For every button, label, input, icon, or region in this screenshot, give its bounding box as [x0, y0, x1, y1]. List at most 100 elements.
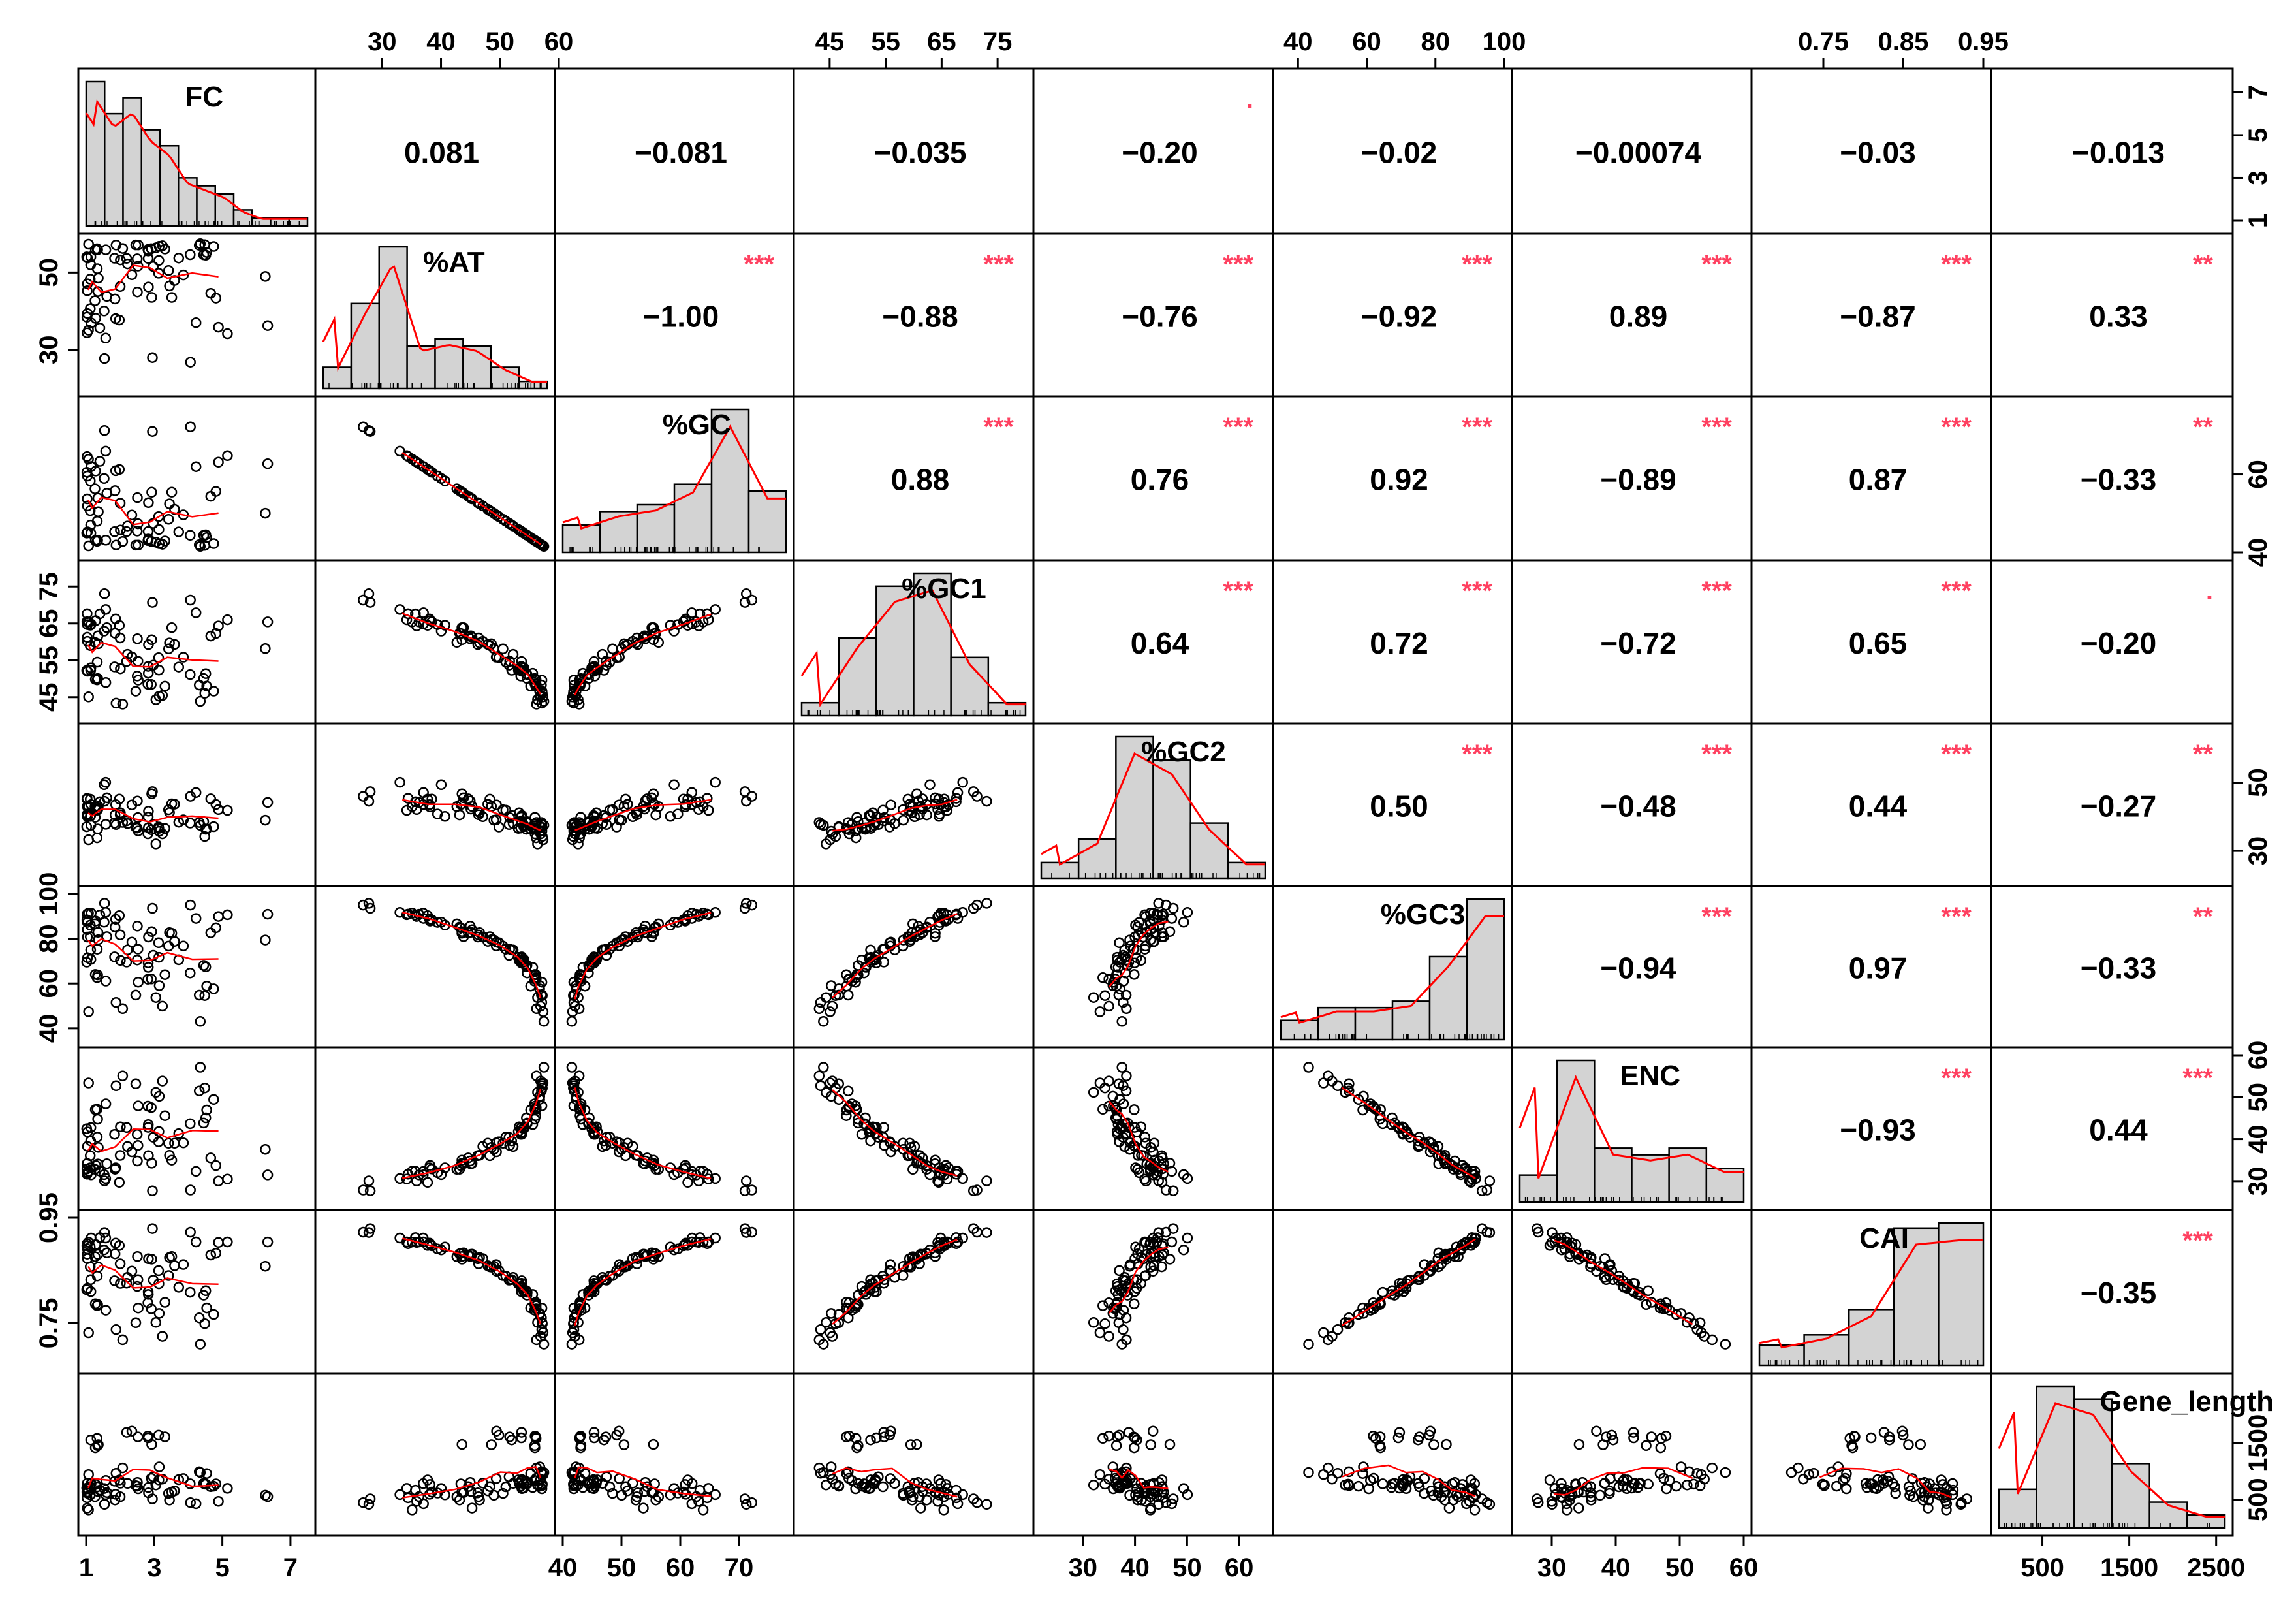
- scatter-point: [100, 1098, 112, 1109]
- scatter-point: [746, 1184, 757, 1196]
- significance-stars: ***: [1223, 413, 1253, 441]
- density-curve: [800, 589, 1026, 708]
- scatter-point: [710, 604, 721, 615]
- scatter-point: [1103, 1331, 1114, 1342]
- scatter-point: [1157, 927, 1168, 938]
- scatter-point: [869, 819, 880, 831]
- scatter-point: [1720, 1339, 1731, 1350]
- significance-stars: **: [2193, 740, 2214, 769]
- scatter-point: [99, 898, 110, 909]
- scatter-point: [586, 1122, 597, 1134]
- scatter-point: [146, 1303, 157, 1314]
- tick-label: 40: [1120, 1553, 1150, 1582]
- scatter-point: [826, 1473, 838, 1485]
- scatter-point: [1124, 934, 1135, 946]
- scatter-point: [166, 486, 178, 498]
- smooth-line: [832, 1239, 958, 1325]
- smooth-line: [1342, 1087, 1476, 1179]
- histogram-bar: [2186, 1514, 2226, 1529]
- scatter-point: [100, 1305, 112, 1316]
- scatter-point: [981, 1499, 992, 1510]
- scatter-point: [358, 594, 369, 606]
- scatter-point: [178, 269, 189, 281]
- scatter-point: [940, 1239, 952, 1250]
- scatter-point: [115, 955, 126, 966]
- panel-border: [1032, 1209, 1274, 1375]
- scatter-point: [740, 588, 752, 599]
- scatter-point: [484, 505, 495, 516]
- scatter-point: [884, 821, 896, 833]
- scatter-point: [536, 675, 548, 686]
- scatter-point: [1865, 1432, 1877, 1444]
- scatter-point: [89, 1298, 101, 1310]
- significance-stars: ***: [2182, 1226, 2213, 1255]
- scatter-point: [131, 253, 143, 264]
- density-curve: [1280, 915, 1504, 1025]
- scatter-point: [153, 664, 165, 676]
- scatter-point: [185, 1118, 196, 1130]
- scatter-point: [702, 608, 713, 620]
- scatter-point: [851, 1298, 862, 1310]
- scatter-point: [133, 239, 144, 251]
- panel-border: [554, 1372, 795, 1537]
- scatter-point: [213, 911, 224, 922]
- scatter-point: [924, 779, 936, 791]
- scatter-point: [1182, 1173, 1193, 1184]
- scatter-point: [126, 1425, 138, 1437]
- scatter-point: [952, 1498, 964, 1510]
- scatter-point: [1844, 1433, 1855, 1444]
- scatter-point: [1921, 1481, 1932, 1493]
- scatter-point: [884, 1429, 896, 1441]
- scatter-point: [1303, 1062, 1314, 1073]
- scatter-point: [142, 253, 154, 264]
- panel-r2-c2: %GC: [554, 395, 795, 562]
- scatter-point: [190, 1498, 202, 1510]
- scatter-point: [472, 1487, 484, 1499]
- scatter-point: [1699, 1473, 1710, 1485]
- scatter-point: [1394, 1427, 1406, 1438]
- scatter-point: [1116, 1016, 1127, 1027]
- scatter-point: [358, 791, 369, 802]
- scatter-point: [1148, 1478, 1159, 1489]
- scatter-point: [222, 804, 233, 816]
- correlation-value: 0.92: [1370, 463, 1428, 497]
- scatter-point: [630, 637, 642, 648]
- scatter-point: [1694, 1317, 1706, 1328]
- panel-border: [793, 885, 1035, 1049]
- scatter-point: [825, 1006, 836, 1017]
- scatter-point: [1720, 1467, 1731, 1478]
- scatter-point: [143, 806, 154, 817]
- tick-label: 50: [1172, 1553, 1202, 1582]
- scatter-point: [850, 1483, 861, 1495]
- scatter-point: [568, 825, 580, 836]
- histogram-bar: [122, 97, 142, 227]
- scatter-point: [148, 261, 159, 272]
- scatter-point: [879, 1274, 890, 1286]
- scatter-point: [1841, 1483, 1852, 1495]
- scatter-point: [363, 898, 375, 909]
- smooth-line: [1342, 1238, 1476, 1326]
- scatter-point: [133, 976, 144, 988]
- scatter-point: [1160, 899, 1172, 911]
- scatter-point: [1392, 1432, 1404, 1444]
- smooth-line: [1108, 1100, 1169, 1173]
- scatter-point: [1628, 1432, 1639, 1444]
- scatter-point: [1147, 936, 1159, 947]
- scatter-point: [110, 1080, 122, 1092]
- scatter-point: [199, 1082, 210, 1094]
- scatter-point: [1706, 1462, 1718, 1474]
- scatter-point: [821, 1087, 832, 1098]
- scatter-point: [1860, 1478, 1872, 1489]
- scatter-point: [588, 1427, 600, 1438]
- smooth-line: [401, 612, 542, 695]
- scatter-point: [205, 927, 217, 938]
- scatter-point: [146, 926, 157, 937]
- scatter-point: [451, 1491, 463, 1502]
- scatter-point: [411, 620, 422, 631]
- scatter-point: [1128, 1431, 1139, 1442]
- scatter-point: [147, 786, 158, 797]
- scatter-point: [1110, 1472, 1121, 1484]
- scatter-point: [1116, 1062, 1127, 1073]
- scatter-point: [1819, 1479, 1830, 1491]
- scatter-point: [611, 1265, 622, 1277]
